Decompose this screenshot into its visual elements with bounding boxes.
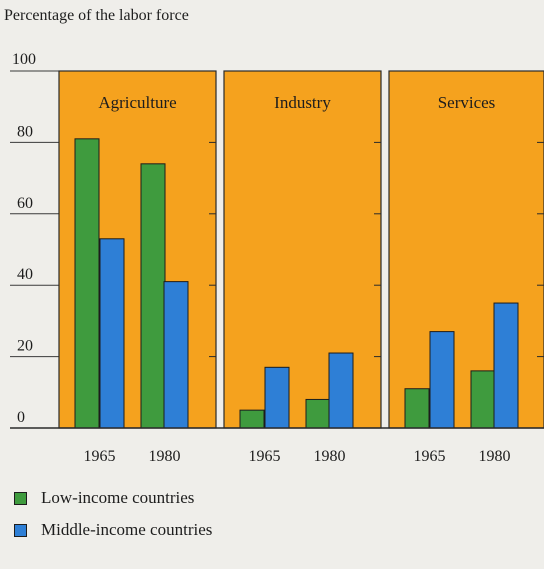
y-tick-label: 100 <box>12 51 36 68</box>
y-tick-label: 20 <box>17 338 33 355</box>
bar-middle-income <box>328 352 354 429</box>
bar-middle-income <box>493 302 519 429</box>
x-tick-label: 1965 <box>249 448 281 465</box>
panel-title: Services <box>438 93 496 112</box>
panel-background <box>223 70 382 429</box>
y-tick-label: 80 <box>17 123 33 140</box>
bar-low-income <box>140 163 166 429</box>
panel-title: Industry <box>274 93 331 112</box>
bar-low-income <box>470 370 496 429</box>
bar-middle-income <box>429 331 455 429</box>
bar-low-income <box>305 398 331 429</box>
x-tick-label: 1980 <box>149 448 181 465</box>
panel-title: Agriculture <box>98 93 176 112</box>
bar-low-income <box>74 138 100 429</box>
chart-title: Percentage of the labor force <box>4 7 189 24</box>
legend-item-low-income: Low-income countries <box>14 485 212 511</box>
legend-label-low-income: Low-income countries <box>41 488 195 507</box>
x-tick-label: 1965 <box>84 448 116 465</box>
panel-background <box>388 70 544 429</box>
x-tick-label: 1965 <box>414 448 446 465</box>
legend: Low-income countries Middle-income count… <box>14 485 212 549</box>
y-tick-label: 0 <box>17 409 25 426</box>
bar-low-income <box>404 388 430 429</box>
legend-label-middle-income: Middle-income countries <box>41 520 213 539</box>
middle-income-swatch <box>14 523 27 537</box>
bar-middle-income <box>264 366 290 429</box>
low-income-swatch <box>14 491 27 505</box>
legend-item-middle-income: Middle-income countries <box>14 517 212 543</box>
bar-middle-income <box>163 281 189 429</box>
y-tick-label: 60 <box>17 195 33 212</box>
x-tick-label: 1980 <box>479 448 511 465</box>
bar-low-income <box>239 409 265 429</box>
bar-middle-income <box>99 238 125 429</box>
x-tick-label: 1980 <box>314 448 346 465</box>
y-tick-label: 40 <box>17 266 33 283</box>
